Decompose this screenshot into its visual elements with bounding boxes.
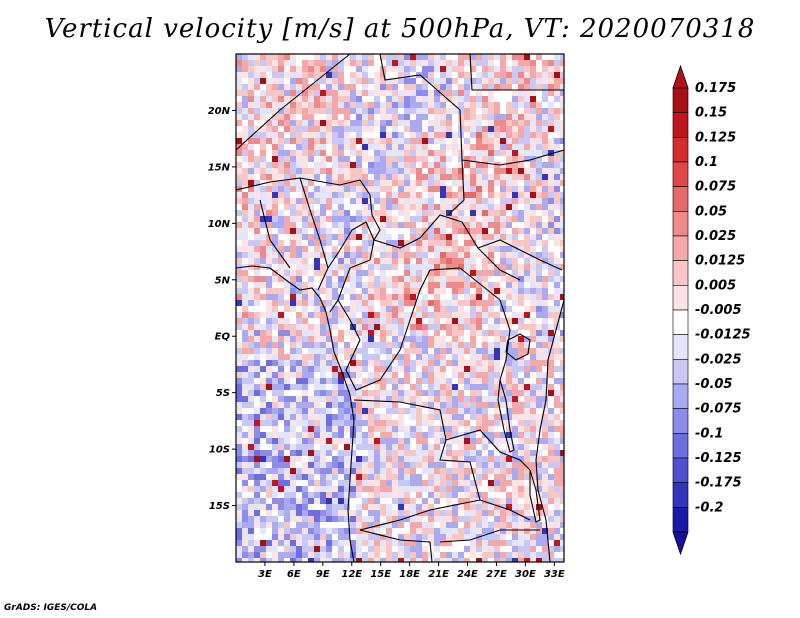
- border-nigeria: [259, 177, 329, 291]
- lon-tick-label: 27E: [486, 569, 507, 580]
- colorbar: 0.175 0.15 0.125 0.1 0.075 0.05 0.025 0.0125 0.0…: [672, 64, 751, 556]
- lon-tick-label: 18E: [399, 569, 420, 580]
- colorbar-label: -0.05: [695, 377, 732, 392]
- colorbar-swatch: [672, 383, 689, 409]
- colorbar-swatch: [672, 334, 689, 360]
- lon-tick-label: 33E: [544, 569, 565, 580]
- colorbar-label: 0.15: [695, 106, 727, 121]
- map-title: Vertical velocity [m/s] at 500hPa, VT: 2…: [44, 14, 756, 44]
- lat-tick-label: 15S: [209, 501, 230, 512]
- colorbar-label: -0.175: [695, 476, 742, 491]
- lon-tick-label: 21E: [428, 569, 449, 580]
- colorbar-label: -0.1: [695, 426, 723, 441]
- colorbar-label: 0.005: [695, 278, 736, 293]
- colorbar-label: 0.0125: [695, 254, 745, 269]
- lat-tick-label: 5S: [216, 388, 230, 399]
- border-south-sudan: [477, 239, 563, 271]
- country-borders: [236, 54, 564, 562]
- border-niger-chad: [236, 54, 463, 161]
- border-congo: [337, 267, 461, 391]
- lake-malawi: [529, 469, 541, 523]
- colorbar-swatch: [672, 235, 689, 261]
- colorbar-swatch: [672, 309, 689, 335]
- border-zambia: [445, 429, 531, 521]
- colorbar-swatch: [672, 186, 689, 212]
- colorbar-label: 0.125: [695, 130, 736, 145]
- colorbar-label: -0.005: [695, 303, 742, 318]
- colorbar-label: -0.0125: [695, 328, 751, 343]
- lon-tick-label: 12E: [341, 569, 362, 580]
- colorbar-label: 0.175: [695, 81, 736, 96]
- border-southern: [359, 529, 540, 562]
- velocity-field: [236, 54, 564, 562]
- colorbar-swatch: [672, 433, 689, 459]
- colorbar-label: -0.125: [695, 451, 742, 466]
- colorbar-swatch: [672, 112, 689, 138]
- colorbar-bottom-arrow: [672, 531, 689, 556]
- colorbar-swatch: [672, 161, 689, 187]
- colorbar-swatch: [672, 137, 689, 163]
- lon-tick-label: 3E: [258, 569, 272, 580]
- colorbar-swatch: [672, 285, 689, 311]
- colorbar-label: 0.1: [695, 155, 718, 170]
- colorbar-swatch: [672, 260, 689, 286]
- colorbar-label: 0.05: [695, 204, 727, 219]
- coastline-west: [236, 265, 355, 562]
- colorbar-label: 0.025: [695, 229, 736, 244]
- colorbar-top-arrow: [672, 64, 689, 89]
- lat-tick-label: 15N: [208, 162, 231, 173]
- colorbar-label: 0.075: [695, 180, 736, 195]
- colorbar-label: -0.075: [695, 402, 742, 417]
- lon-tick-label: 9E: [316, 569, 330, 580]
- colorbar-swatch: [672, 359, 689, 385]
- map-frame: [235, 53, 565, 563]
- lon-tick-label: 15E: [370, 569, 391, 580]
- colorbar-swatch: [672, 211, 689, 237]
- lon-tick-label: 6E: [287, 569, 301, 580]
- lat-tick-label: EQ: [215, 332, 231, 343]
- colorbar-swatch: [672, 507, 689, 533]
- colorbar-label: -0.2: [695, 500, 723, 515]
- lon-tick-label: 24E: [457, 569, 478, 580]
- colorbar-swatch: [672, 482, 689, 508]
- lat-tick-label: 5N: [215, 275, 231, 286]
- lake-tanganyika: [497, 379, 515, 453]
- lon-tick-label: 30E: [515, 569, 536, 580]
- border-car: [373, 214, 521, 281]
- colorbar-swatch: [672, 457, 689, 483]
- border-drc-east: [459, 267, 511, 381]
- longitude-axis: 3E 6E 9E 12E 15E 18E 21E 24E 27E 30E 33E: [258, 562, 565, 580]
- border-angola: [353, 399, 481, 531]
- border-sahel: [236, 177, 381, 241]
- lat-tick-label: 20N: [208, 106, 231, 117]
- colorbar-swatch: [672, 87, 689, 113]
- latitude-axis: 20N 15N 10N 5N EQ 5S 10S 15S: [208, 106, 236, 512]
- coastline-east: [535, 299, 564, 562]
- lat-tick-label: 10N: [208, 219, 231, 230]
- lat-tick-label: 10S: [209, 445, 230, 456]
- border-sudan: [447, 54, 564, 216]
- lake-victoria: [505, 333, 531, 361]
- colorbar-swatch: [672, 408, 689, 434]
- footer-credit: GrADS: IGES/COLA: [4, 603, 98, 613]
- colorbar-label: -0.025: [695, 352, 742, 367]
